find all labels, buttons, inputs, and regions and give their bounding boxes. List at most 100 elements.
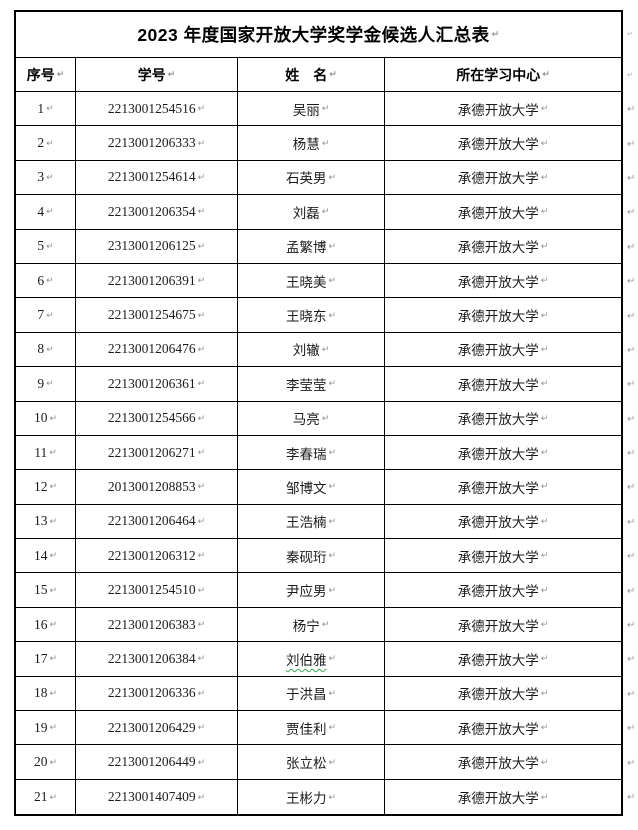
cell-student-id[interactable]: 2213001206336 ↵ [76,676,238,712]
cell-center[interactable]: 承德开放大学 ↵ [385,711,621,746]
cell-student-id[interactable]: 2213001254614 ↵ [76,160,238,196]
cell-student-id[interactable]: 2213001206429 ↵ [76,711,238,746]
cell-name[interactable]: 于洪昌 ↵ [238,676,385,712]
cell-name[interactable]: 石英男 ↵ [238,160,385,196]
cell-center-text: 承德开放大学 [457,791,539,806]
cell-name-text: 李莹莹 [285,377,327,393]
cell-center[interactable]: 承德开放大学 ↵ [385,539,621,574]
cell-student-id[interactable]: 2213001206361 ↵ [76,367,238,402]
cell-no[interactable]: 13 ↵ [16,504,76,540]
cell-no[interactable]: 10 ↵ [16,401,76,436]
cell-student-id[interactable]: 2013001208853 ↵ [76,470,238,505]
cell-center[interactable]: 承德开放大学 ↵ [385,195,621,230]
end-of-cell-marker: ↵ [49,585,58,596]
cell-student-id[interactable]: 2213001206391 ↵ [76,263,238,299]
cell-student-id[interactable]: 2213001206312 ↵ [76,539,238,574]
cell-no[interactable]: 3 ↵ [16,160,76,196]
cell-student-id[interactable]: 2213001206384 ↵ [76,642,238,677]
cell-name[interactable]: 杨宁 ↵ [238,607,385,643]
cell-center[interactable]: 承德开放大学 ↵ [385,470,621,505]
cell-name[interactable]: 刘伯雅 ↵ [238,642,385,677]
cell-no[interactable]: 7 ↵ [16,298,76,333]
end-of-cell-marker: ↵ [328,654,337,665]
cell-name[interactable]: 吴丽 ↵ [238,92,385,127]
cell-student-id[interactable]: 2213001206383 ↵ [76,607,238,643]
cell-center[interactable]: 承德开放大学 ↵ [385,126,621,161]
cell-no[interactable]: 21 ↵ [16,779,76,815]
cell-center[interactable]: 承德开放大学 ↵ [385,92,621,127]
cell-center[interactable]: 承德开放大学 ↵ [385,504,621,540]
cell-student-id[interactable]: 2213001254510 ↵ [76,573,238,608]
end-of-row-marker: ↵ [627,448,636,460]
cell-no[interactable]: 5 ↵ [16,229,76,264]
cell-name[interactable]: 张立松 ↵ [238,745,385,780]
cell-center[interactable]: 承德开放大学 ↵ [385,607,621,643]
cell-student-id[interactable]: 2213001206464 ↵ [76,504,238,540]
cell-no[interactable]: 17 ↵ [16,642,76,677]
cell-no[interactable]: 18 ↵ [16,676,76,712]
cell-no[interactable]: 8 ↵ [16,332,76,368]
cell-no[interactable]: 16 ↵ [16,607,76,643]
cell-center[interactable]: 承德开放大学 ↵ [385,298,621,333]
cell-center[interactable]: 承德开放大学 ↵ [385,745,621,780]
cell-name[interactable]: 李春瑞 ↵ [238,435,385,471]
cell-student-id[interactable]: 2213001206333 ↵ [76,126,238,161]
cell-no[interactable]: 9 ↵ [16,367,76,402]
cell-no[interactable]: 1 ↵ [16,92,76,127]
cell-name[interactable]: 王晓东 ↵ [238,298,385,333]
cell-student-id[interactable]: 2213001206476 ↵ [76,332,238,368]
header-student-id-text: 学号 [137,66,166,83]
header-cell-name[interactable]: 姓 名 ↵ [238,58,385,92]
header-cell-student-id[interactable]: 学号 ↵ [76,58,238,92]
cell-center[interactable]: 承德开放大学 ↵ [385,435,621,471]
cell-center[interactable]: 承德开放大学 ↵ [385,676,621,712]
cell-name[interactable]: 尹应男 ↵ [238,573,385,608]
header-cell-no[interactable]: 序号 ↵ [16,58,76,92]
cell-student-id[interactable]: 2213001206449 ↵ [76,745,238,780]
cell-no[interactable]: 4 ↵ [16,195,76,230]
cell-student-id[interactable]: 2213001206271 ↵ [76,435,238,471]
cell-student-id[interactable]: 2213001254566 ↵ [76,401,238,436]
cell-name[interactable]: 王彬力 ↵ [238,779,385,815]
cell-name[interactable]: 贾佳利 ↵ [238,711,385,746]
cell-center[interactable]: 承德开放大学 ↵ [385,160,621,196]
cell-center[interactable]: 承德开放大学 ↵ [385,263,621,299]
cell-center[interactable]: 承德开放大学 ↵ [385,332,621,368]
cell-name[interactable]: 秦砚珩 ↵ [238,539,385,574]
cell-student-id[interactable]: 2213001254516 ↵ [76,92,238,127]
cell-name[interactable]: 孟繁博 ↵ [238,229,385,264]
cell-no[interactable]: 14 ↵ [16,539,76,574]
cell-no-text: 14 [33,547,48,563]
cell-center[interactable]: 承德开放大学 ↵ [385,779,621,815]
cell-student-id[interactable]: 2213001407409 ↵ [76,779,238,815]
cell-no[interactable]: 12 ↵ [16,470,76,505]
end-of-cell-marker: ↵ [197,448,206,459]
cell-no[interactable]: 2 ↵ [16,126,76,161]
cell-center[interactable]: 承德开放大学 ↵ [385,642,621,677]
cell-student-id[interactable]: 2213001254675 ↵ [76,298,238,333]
cell-center[interactable]: 承德开放大学 ↵ [385,229,621,264]
cell-name[interactable]: 马亮 ↵ [238,401,385,436]
cell-student-id[interactable]: 2313001206125 ↵ [76,229,238,264]
cell-center[interactable]: 承德开放大学 ↵ [385,401,621,436]
cell-name[interactable]: 王浩楠 ↵ [238,504,385,540]
table-title[interactable]: 2023 年度国家开放大学奖学金候选人汇总表 ↵ [16,12,621,58]
cell-center[interactable]: 承德开放大学 ↵ [385,573,621,608]
cell-name[interactable]: 刘磊 ↵ [238,195,385,230]
cell-no[interactable]: 15 ↵ [16,573,76,608]
cell-no[interactable]: 20 ↵ [16,745,76,780]
cell-no[interactable]: 19 ↵ [16,711,76,746]
cell-no[interactable]: 11 ↵ [16,435,76,471]
cell-name[interactable]: 王晓美 ↵ [238,263,385,299]
end-of-cell-marker: ↵ [540,654,549,665]
cell-center[interactable]: 承德开放大学 ↵ [385,367,621,402]
end-of-row-marker: ↵ [627,29,633,38]
cell-name[interactable]: 刘辙 ↵ [238,332,385,368]
header-cell-center[interactable]: 所在学习中心 ↵ [385,58,621,92]
cell-center-text: 承德开放大学 [457,549,539,565]
cell-student-id[interactable]: 2213001206354 ↵ [76,195,238,230]
cell-name[interactable]: 杨慧 ↵ [238,126,385,161]
cell-name[interactable]: 邹博文 ↵ [238,470,385,505]
cell-name[interactable]: 李莹莹 ↵ [238,367,385,402]
cell-no[interactable]: 6 ↵ [16,263,76,299]
